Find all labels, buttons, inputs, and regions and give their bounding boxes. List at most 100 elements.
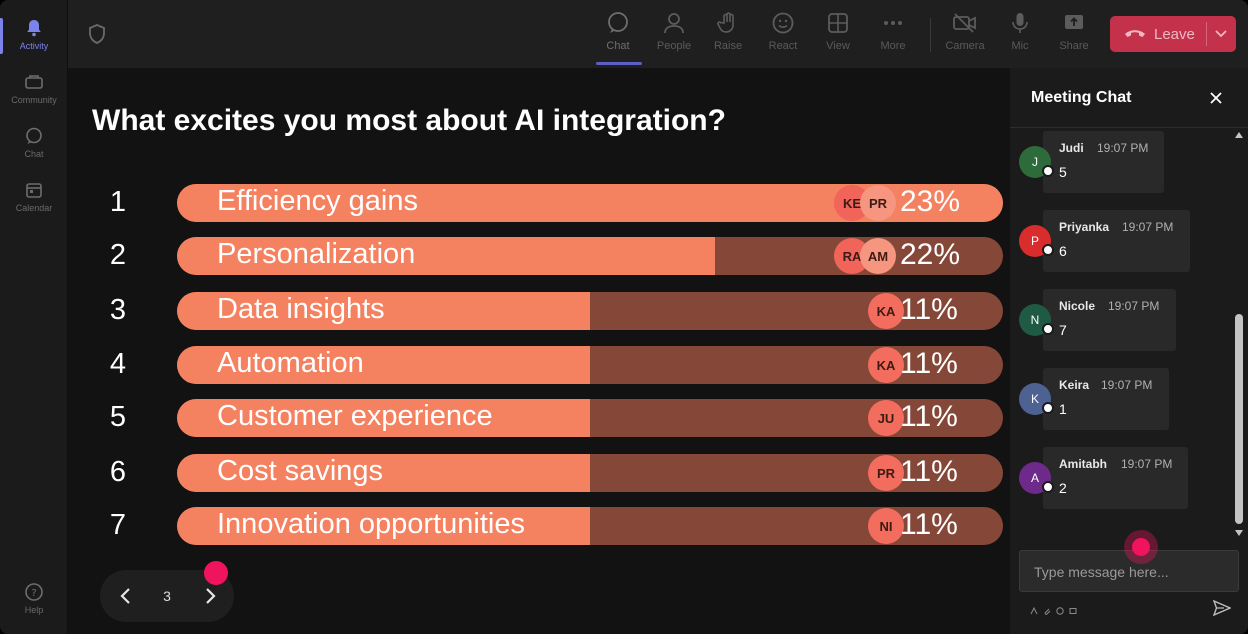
toolbar-share-label: Share — [1059, 40, 1089, 52]
poll-option-number: 6 — [109, 456, 127, 488]
chat-timestamp: 19:07 PM — [1101, 378, 1153, 392]
chat-message-bubble: Amitabh 19:07 PM 2 — [1043, 447, 1188, 509]
emoji-icon[interactable] — [1056, 602, 1064, 615]
chat-message-text: 7 — [1059, 322, 1067, 338]
toolbar-share-button[interactable]: Share — [1047, 10, 1101, 60]
rail-item-chat[interactable]: Chat — [0, 116, 68, 168]
poll-stage: What excites you most about AI integrati… — [68, 68, 1010, 634]
poll-result-bar — [177, 454, 1003, 492]
bell-icon — [23, 17, 45, 39]
poll-option-number: 2 — [109, 239, 127, 271]
poll-result-bar-fill — [177, 346, 590, 384]
leave-button[interactable]: Leave — [1110, 16, 1236, 52]
toolbar-camera-label: Camera — [945, 40, 985, 52]
poll-result-bar — [177, 346, 1003, 384]
poll-option-number: 3 — [109, 294, 127, 326]
poll-result-bar-fill — [177, 454, 590, 492]
chat-sender-name: Priyanka — [1059, 220, 1110, 234]
presence-status-icon — [1042, 165, 1054, 177]
toolbar-raise-label: Raise — [713, 40, 743, 52]
poll-option-label: Personalization — [217, 238, 416, 270]
voter-avatar: NI — [868, 508, 904, 544]
poll-option-row: 6 Cost savings PR 11% — [68, 454, 1010, 492]
toolbar-people-button[interactable]: People — [647, 10, 701, 60]
rail-item-calendar[interactable]: Calendar — [0, 170, 68, 222]
chat-timestamp: 19:07 PM — [1108, 299, 1160, 313]
poll-option-percent: 11% — [900, 347, 958, 380]
rail-item-help[interactable]: ? Help — [0, 572, 68, 624]
scrollbar-thumb[interactable] — [1235, 314, 1243, 524]
voter-avatar: PR — [860, 185, 896, 221]
rail-active-indicator — [0, 18, 3, 54]
chat-message-text: 2 — [1059, 480, 1067, 496]
format-icon[interactable] — [1030, 602, 1038, 615]
chat-message-bubble: Nicole 19:07 PM 7 — [1043, 289, 1176, 351]
poll-result-bar-fill — [177, 507, 590, 545]
chat-message-bubble: Keira 19:07 PM 1 — [1043, 368, 1169, 430]
rail-item-activity[interactable]: Activity — [0, 8, 68, 60]
person-icon — [661, 10, 687, 36]
chat-message-text: 1 — [1059, 401, 1067, 417]
toolbar-react-label: React — [768, 40, 798, 52]
toolbar-people-label: People — [656, 40, 692, 52]
rail-label-chat: Chat — [24, 149, 44, 159]
scroll-down-arrow-icon[interactable] — [1235, 530, 1243, 536]
poll-option-row: 3 Data insights KA 11% — [68, 292, 1010, 330]
community-icon — [23, 71, 45, 93]
chevron-right-icon[interactable] — [202, 586, 218, 606]
toolbar-react-button[interactable]: React — [756, 10, 810, 60]
toolbar-more-button[interactable]: More — [866, 10, 920, 60]
attach-icon[interactable] — [1043, 602, 1051, 615]
presence-status-icon — [1042, 244, 1054, 256]
poll-result-bar-fill — [177, 399, 590, 437]
chat-icon — [23, 125, 45, 147]
help-icon: ? — [23, 581, 45, 603]
toolbar-camera-button[interactable]: Camera — [938, 10, 992, 60]
grid-icon — [825, 10, 851, 36]
poll-result-bar-fill — [177, 237, 715, 275]
shield-icon[interactable] — [88, 24, 106, 44]
app-rail: Activity Community Chat Calendar ? Help — [0, 0, 68, 634]
poll-option-number: 5 — [109, 401, 127, 433]
smiley-icon — [770, 10, 796, 36]
camera-off-icon — [952, 10, 978, 36]
poll-option-percent: 11% — [900, 293, 958, 326]
rail-label-activity: Activity — [19, 41, 49, 51]
close-icon[interactable] — [1208, 90, 1224, 106]
toolbar-chat-label: Chat — [606, 40, 630, 52]
chat-timestamp: 19:07 PM — [1122, 220, 1174, 234]
click-marker — [1124, 530, 1158, 564]
chevron-left-icon[interactable] — [118, 586, 134, 606]
toolbar-mic-button[interactable]: Mic — [993, 10, 1047, 60]
chevron-down-icon[interactable] — [1214, 26, 1228, 40]
poll-option-percent: 11% — [900, 400, 958, 433]
scroll-up-arrow-icon[interactable] — [1235, 132, 1243, 138]
poll-option-number: 1 — [109, 186, 127, 218]
chat-scrollbar[interactable] — [1231, 128, 1247, 544]
toolbar-raise-button[interactable]: Raise — [701, 10, 755, 60]
gif-icon[interactable] — [1069, 602, 1077, 614]
toolbar-view-button[interactable]: View — [811, 10, 865, 60]
chat-message-text: 6 — [1059, 243, 1067, 259]
rail-label-calendar: Calendar — [15, 203, 53, 213]
compose-toolbar — [1030, 602, 1077, 615]
send-icon[interactable] — [1212, 599, 1232, 617]
chat-sender-name: Nicole — [1059, 299, 1096, 313]
poll-option-percent: 22% — [900, 238, 961, 271]
toolbar-chat-button[interactable]: Chat — [591, 10, 645, 60]
message-compose-box[interactable] — [1019, 550, 1239, 592]
meeting-toolbar: Chat People Raise React View — [68, 0, 1248, 68]
poll-option-row: 2 Personalization RA AM 22% — [68, 237, 1010, 275]
voter-avatar: KA — [868, 347, 904, 383]
poll-option-label: Automation — [217, 347, 364, 379]
rail-item-community[interactable]: Community — [0, 62, 68, 114]
poll-result-bar — [177, 292, 1003, 330]
poll-option-label: Data insights — [217, 293, 385, 325]
message-input[interactable] — [1034, 561, 1224, 583]
poll-option-row: 1 Efficiency gains KE PR 23% — [68, 184, 1010, 222]
poll-option-number: 7 — [109, 509, 127, 541]
poll-option-percent: 11% — [900, 508, 958, 541]
toolbar-view-label: View — [826, 40, 850, 52]
leave-divider — [1206, 22, 1207, 46]
